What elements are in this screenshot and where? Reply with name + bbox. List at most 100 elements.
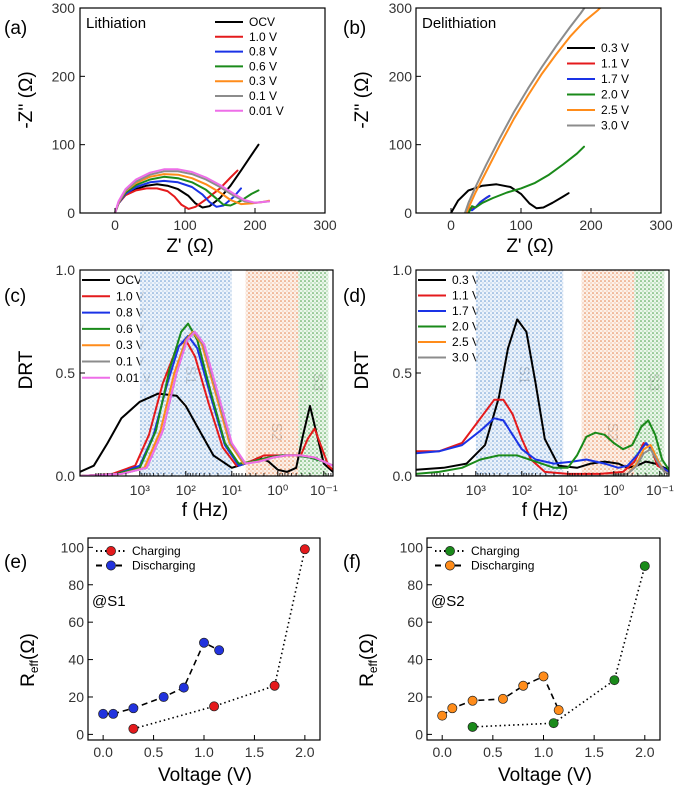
x-tick-label-e-4: 2.0 xyxy=(295,744,315,760)
legend-marker-f-1 xyxy=(445,560,455,571)
data-point-f-0-1 xyxy=(548,718,559,729)
x-tick-label-f-1: 0.5 xyxy=(483,744,503,760)
series-line-c-6 xyxy=(80,330,333,476)
y-tick-label-b-3: 300 xyxy=(389,0,413,16)
legend-marker-e-1 xyxy=(106,560,116,571)
x-tick-label-c-2: 10¹ xyxy=(222,482,243,498)
x-tick-label-e-1: 0.5 xyxy=(144,744,164,760)
panel-d: (d) DRT f (Hz) 10³ 10² 10¹ 10⁰ 10⁻¹ 0.0 … xyxy=(343,262,674,521)
legend-label-c-4: 0.3 V xyxy=(116,338,144,352)
panel-annotation-f: @S2 xyxy=(431,593,465,610)
data-point-f-1-3 xyxy=(498,693,508,704)
legend-label-f-0: Charging xyxy=(471,544,520,558)
y-axis-title-e: Reff(Ω) xyxy=(18,633,41,687)
y-tick-label-e-2: 40 xyxy=(68,652,84,668)
x-axis-title-c: f (Hz) xyxy=(182,500,228,521)
region-c-S2 xyxy=(245,270,299,476)
x-tick-label-c-0: 10³ xyxy=(130,482,151,498)
x-tick-label-c-1: 10² xyxy=(176,482,197,498)
y-axis-title-b: -Z'' (Ω) xyxy=(352,71,373,128)
x-tick-label-d-0: 10³ xyxy=(466,482,487,498)
x-tick-label-d-1: 10² xyxy=(512,482,533,498)
data-point-f-1-5 xyxy=(538,671,549,682)
series-line-b-4 xyxy=(465,8,602,213)
data-point-e-1-6 xyxy=(214,645,225,656)
legend-label-b-4: 2.5 V xyxy=(601,103,629,117)
legend-label-b-5: 3.0 V xyxy=(601,119,629,133)
data-point-f-0-3 xyxy=(639,561,650,572)
data-point-e-1-3 xyxy=(158,692,169,702)
data-point-f-0-2 xyxy=(609,675,620,686)
x-tick-label-d-3: 10⁰ xyxy=(603,482,625,498)
y-axis-title-a: -Z'' (Ω) xyxy=(16,71,37,128)
x-tick-label-b-2: 200 xyxy=(579,217,603,233)
legend-label-a-2: 0.8 V xyxy=(249,45,277,59)
data-point-e-1-2 xyxy=(128,703,139,714)
legend-marker-e-0 xyxy=(106,546,116,556)
panel-b: (b) -Z'' (Ω) Z' (Ω) 0 100 200 300 0 100 … xyxy=(343,0,673,257)
y-tick-label-a-2: 200 xyxy=(52,68,76,84)
series-line-d-5 xyxy=(416,448,669,476)
y-tick-label-c-1: 0.5 xyxy=(56,365,76,381)
x-tick-label-a-2: 200 xyxy=(243,217,267,233)
x-tick-label-e-2: 1.0 xyxy=(194,744,214,760)
y-tick-label-a-3: 300 xyxy=(52,0,76,16)
y-tick-label-f-5: 100 xyxy=(400,539,424,555)
x-tick-label-d-4: 10⁻¹ xyxy=(646,482,674,498)
x-tick-label-b-3: 300 xyxy=(649,217,673,233)
legend-label-c-0: OCV xyxy=(116,273,142,287)
y-axis-title-f-sub: eff xyxy=(366,659,380,673)
data-point-f-1-4 xyxy=(518,680,529,691)
data-point-e-1-5 xyxy=(199,637,209,648)
panel-label-d: (d) xyxy=(343,286,366,307)
series-line-f-0 xyxy=(472,565,646,728)
legend-label-a-1: 1.0 V xyxy=(249,30,277,44)
y-tick-label-d-2: 1.0 xyxy=(393,262,413,278)
series-line-e-0 xyxy=(133,549,306,730)
legend-label-a-4: 0.3 V xyxy=(249,74,277,88)
x-tick-label-e-0: 0.0 xyxy=(93,744,113,760)
y-tick-label-e-5: 100 xyxy=(61,539,85,555)
legend-label-b-1: 1.1 V xyxy=(601,57,629,71)
y-tick-label-d-0: 0.0 xyxy=(393,468,413,484)
x-tick-label-a-0: 0 xyxy=(111,217,119,233)
plot-area-c xyxy=(80,322,333,476)
series-line-e-1 xyxy=(103,641,220,715)
y-axis-title-c: DRT xyxy=(16,350,37,389)
data-point-e-1-0 xyxy=(98,708,109,719)
series-line-b-3 xyxy=(467,145,585,213)
data-point-f-1-2 xyxy=(467,695,478,706)
panel-label-b: (b) xyxy=(343,18,366,39)
x-axis-title-a: Z' (Ω) xyxy=(166,236,213,257)
legend-label-a-6: 0.01 V xyxy=(249,104,284,118)
y-tick-label-d-1: 0.5 xyxy=(393,365,413,381)
x-axis-title-e: Voltage (V) xyxy=(158,765,252,786)
y-tick-label-e-0: 0 xyxy=(76,726,84,742)
legend-label-c-5: 0.1 V xyxy=(116,355,144,369)
data-point-e-0-3 xyxy=(299,544,310,555)
data-point-f-1-1 xyxy=(447,703,458,714)
x-tick-label-b-1: 100 xyxy=(509,217,533,233)
legend-label-a-0: OCV xyxy=(249,15,275,29)
data-point-f-1-6 xyxy=(553,705,564,716)
region-c-S3 xyxy=(298,270,329,476)
legend-label-a-3: 0.6 V xyxy=(249,59,277,73)
legend-marker-f-0 xyxy=(445,546,455,556)
y-tick-label-c-2: 1.0 xyxy=(56,262,76,278)
legend-label-c-3: 0.6 V xyxy=(116,322,144,336)
panel-c: (c) DRT f (Hz) 10³ 10² 10¹ 10⁰ 10⁻¹ 0.0 … xyxy=(4,262,338,521)
panel-annotation-e: @S1 xyxy=(92,593,126,610)
series-line-a-1 xyxy=(114,169,239,213)
legend-label-e-0: Charging xyxy=(132,544,181,558)
y-tick-label-e-4: 80 xyxy=(68,577,84,593)
series-line-d-3 xyxy=(416,419,669,475)
series-line-a-6 xyxy=(114,168,270,213)
x-axis-title-d: f (Hz) xyxy=(522,500,568,521)
x-tick-label-b-0: 0 xyxy=(447,217,455,233)
plot-area-a xyxy=(114,143,270,213)
y-axis-title-e-sub: eff xyxy=(27,659,41,673)
x-tick-label-a-3: 300 xyxy=(313,217,337,233)
series-line-d-2 xyxy=(416,417,669,473)
y-tick-label-f-2: 40 xyxy=(407,652,423,668)
series-line-b-5 xyxy=(464,8,586,213)
